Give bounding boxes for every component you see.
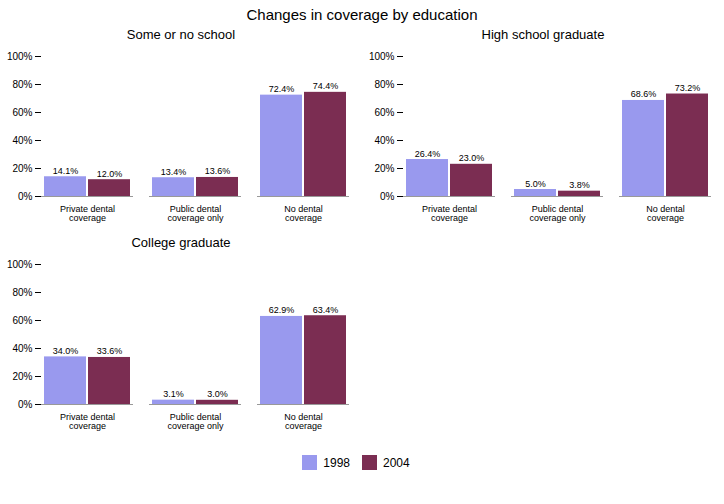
svg-text:63.4%: 63.4% <box>313 305 339 315</box>
svg-text:74.4%: 74.4% <box>313 81 339 91</box>
svg-text:Public dentalcoverage only: Public dentalcoverage only <box>167 412 224 431</box>
svg-text:Public dentalcoverage only: Public dentalcoverage only <box>529 204 586 223</box>
svg-text:40%: 40% <box>12 343 32 354</box>
svg-text:Public dentalcoverage only: Public dentalcoverage only <box>167 204 224 223</box>
svg-text:60%: 60% <box>12 107 32 118</box>
svg-text:40%: 40% <box>12 135 32 146</box>
svg-text:68.6%: 68.6% <box>631 89 657 99</box>
svg-text:100%: 100% <box>7 51 33 62</box>
svg-text:3.8%: 3.8% <box>569 180 590 190</box>
svg-text:13.4%: 13.4% <box>161 167 187 177</box>
svg-text:60%: 60% <box>374 107 394 118</box>
svg-text:80%: 80% <box>12 79 32 90</box>
html-text:High school graduate: High school graduate <box>481 27 605 42</box>
html-text:2004: 2004 <box>383 455 410 470</box>
svg-text:20%: 20% <box>12 163 32 174</box>
svg-text:33.6%: 33.6% <box>97 346 123 356</box>
svg-text:23.0%: 23.0% <box>459 153 485 163</box>
svg-text:12.0%: 12.0% <box>97 169 123 179</box>
svg-text:0%: 0% <box>380 191 395 202</box>
svg-text:80%: 80% <box>12 287 32 298</box>
svg-text:34.0%: 34.0% <box>53 346 79 356</box>
svg-text:3.0%: 3.0% <box>207 389 228 399</box>
svg-text:5.0%: 5.0% <box>525 179 546 189</box>
svg-text:100%: 100% <box>7 259 33 270</box>
svg-text:13.6%: 13.6% <box>205 166 231 176</box>
svg-text:No dentalcoverage: No dentalcoverage <box>646 204 685 223</box>
html-text:Some or no school: Some or no school <box>126 27 236 42</box>
html-text:Changes in coverage by educati: Changes in coverage by education <box>246 6 478 23</box>
html-text:College graduate: College graduate <box>131 235 231 250</box>
svg-text:73.2%: 73.2% <box>675 83 701 93</box>
svg-text:20%: 20% <box>12 371 32 382</box>
svg-text:72.4%: 72.4% <box>269 84 295 94</box>
svg-text:60%: 60% <box>12 315 32 326</box>
svg-text:26.4%: 26.4% <box>415 149 441 159</box>
svg-text:80%: 80% <box>374 79 394 90</box>
svg-text:0%: 0% <box>18 191 33 202</box>
svg-text:Private dentalcoverage: Private dentalcoverage <box>422 204 477 223</box>
svg-text:100%: 100% <box>369 51 395 62</box>
svg-text:0%: 0% <box>18 399 33 410</box>
svg-text:62.9%: 62.9% <box>269 305 295 315</box>
svg-text:No dentalcoverage: No dentalcoverage <box>284 412 323 431</box>
svg-text:40%: 40% <box>374 135 394 146</box>
html-text:1998: 1998 <box>323 455 350 470</box>
svg-text:14.1%: 14.1% <box>53 166 79 176</box>
svg-text:3.1%: 3.1% <box>163 389 184 399</box>
svg-text:Private dentalcoverage: Private dentalcoverage <box>60 412 115 431</box>
svg-text:Private dentalcoverage: Private dentalcoverage <box>60 204 115 223</box>
svg-text:No dentalcoverage: No dentalcoverage <box>284 204 323 223</box>
svg-text:20%: 20% <box>374 163 394 174</box>
